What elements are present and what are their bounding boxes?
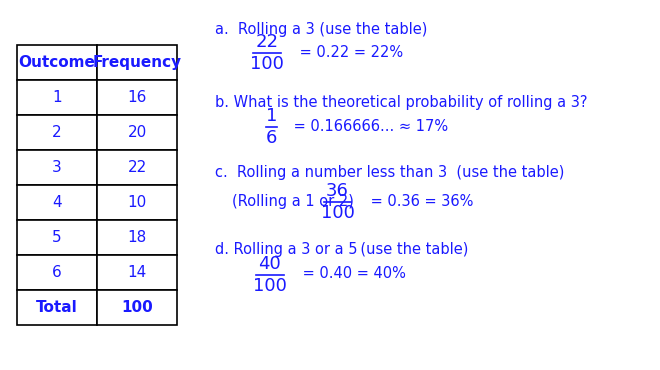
Bar xyxy=(97,185,178,220)
Text: Outcome: Outcome xyxy=(18,55,96,70)
Bar xyxy=(97,45,178,80)
Text: = 0.36 = 36%: = 0.36 = 36% xyxy=(366,194,473,209)
Bar xyxy=(17,185,97,220)
Text: 100: 100 xyxy=(321,204,354,222)
Text: = 0.166666... ≈ 17%: = 0.166666... ≈ 17% xyxy=(288,118,447,134)
Text: 5: 5 xyxy=(52,230,62,245)
Text: 3: 3 xyxy=(52,160,62,175)
Text: 6: 6 xyxy=(52,265,62,280)
Bar xyxy=(17,290,97,325)
Text: 1: 1 xyxy=(52,90,62,105)
Text: 22: 22 xyxy=(255,33,279,51)
Text: b. What is the theoretical probability of rolling a 3?: b. What is the theoretical probability o… xyxy=(215,95,587,110)
Text: 18: 18 xyxy=(127,230,147,245)
Text: 100: 100 xyxy=(121,300,153,315)
Bar xyxy=(17,115,97,150)
Text: 16: 16 xyxy=(127,90,147,105)
Text: 1: 1 xyxy=(266,107,277,125)
Bar xyxy=(97,150,178,185)
Text: c.  Rolling a number less than 3  (use the table): c. Rolling a number less than 3 (use the… xyxy=(215,165,564,180)
Text: 6: 6 xyxy=(266,129,277,147)
Bar xyxy=(97,80,178,115)
Text: a.  Rolling a 3 (use the table): a. Rolling a 3 (use the table) xyxy=(215,22,428,37)
Text: (Rolling a 1 or 2): (Rolling a 1 or 2) xyxy=(232,194,358,209)
Text: 2: 2 xyxy=(52,125,62,140)
Bar xyxy=(17,45,97,80)
Bar xyxy=(17,80,97,115)
Text: 100: 100 xyxy=(253,277,286,295)
Text: 4: 4 xyxy=(52,195,62,210)
Text: Total: Total xyxy=(36,300,78,315)
Bar xyxy=(17,150,97,185)
Text: Frequency: Frequency xyxy=(92,55,182,70)
Text: 22: 22 xyxy=(127,160,147,175)
Text: 10: 10 xyxy=(127,195,147,210)
Text: 40: 40 xyxy=(258,255,281,273)
Bar xyxy=(17,220,97,255)
Bar xyxy=(97,290,178,325)
Text: 100: 100 xyxy=(250,55,284,73)
Bar xyxy=(97,115,178,150)
Bar xyxy=(97,255,178,290)
Text: 14: 14 xyxy=(127,265,147,280)
Text: 20: 20 xyxy=(127,125,147,140)
Text: 36: 36 xyxy=(326,182,349,200)
Bar xyxy=(97,220,178,255)
Text: = 0.22 = 22%: = 0.22 = 22% xyxy=(295,44,403,60)
Text: = 0.40 = 40%: = 0.40 = 40% xyxy=(298,266,406,282)
Text: d. Rolling a 3 or a 5 (use the table): d. Rolling a 3 or a 5 (use the table) xyxy=(215,242,469,257)
Bar xyxy=(17,255,97,290)
